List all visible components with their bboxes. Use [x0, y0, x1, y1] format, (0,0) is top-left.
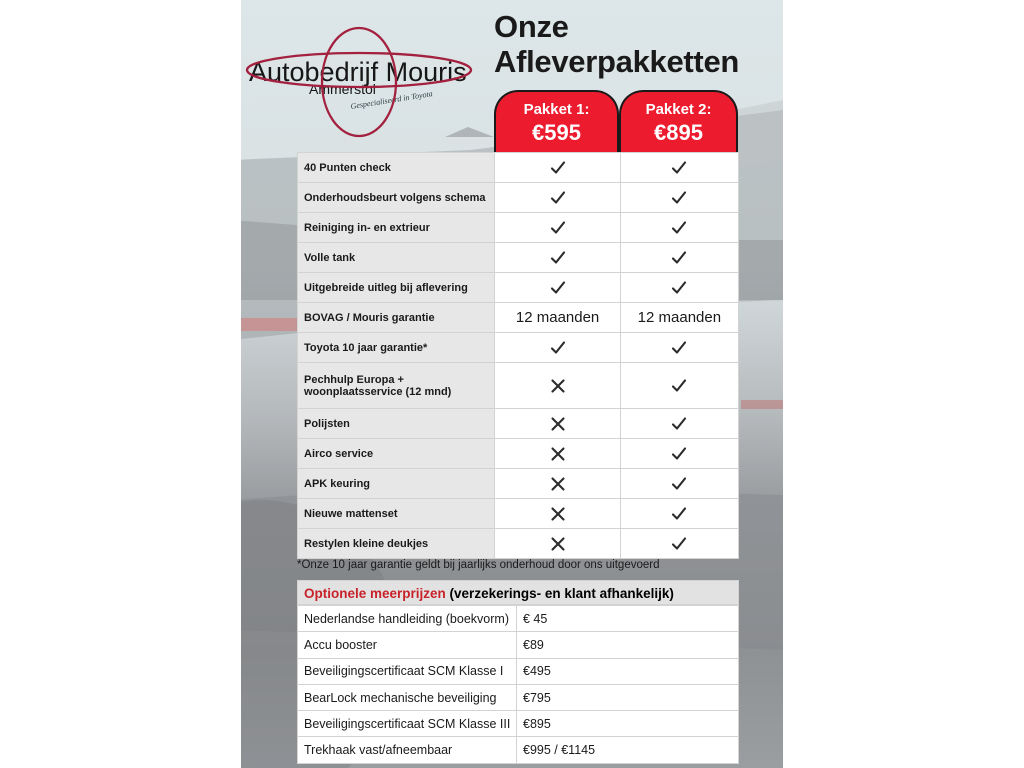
svg-text:Ammerstol: Ammerstol: [309, 81, 376, 97]
